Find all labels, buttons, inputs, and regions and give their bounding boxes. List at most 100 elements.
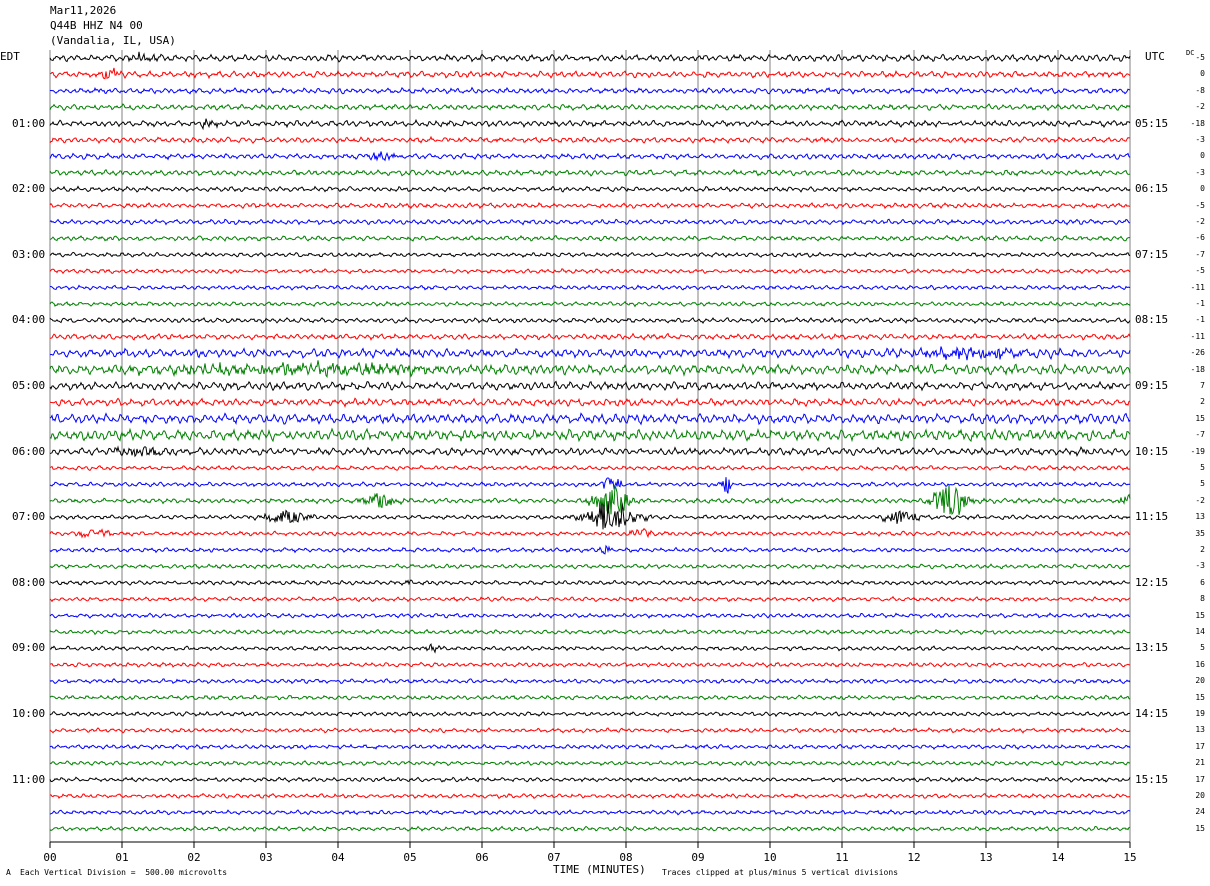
dc-offset-value: 0 [1200, 184, 1205, 194]
seismic-trace-21 [49, 380, 1131, 392]
dc-offset-value: 5 [1200, 643, 1205, 653]
corner-mark: A [6, 868, 11, 877]
dc-offset-value: 20 [1195, 676, 1205, 686]
seismic-trace-16 [49, 300, 1131, 308]
x-tick-label-06: 06 [475, 851, 488, 864]
seismic-trace-22 [49, 397, 1131, 408]
x-tick-label-01: 01 [115, 851, 128, 864]
seismic-trace-19 [49, 346, 1131, 361]
seismic-trace-29 [49, 501, 1131, 530]
seismic-trace-39 [49, 678, 1131, 685]
dc-offset-value: -26 [1190, 348, 1205, 358]
header-location: (Vandalia, IL, USA) [50, 34, 176, 47]
right-time-label: 07:15 [1135, 247, 1169, 261]
seismic-trace-17 [49, 316, 1131, 324]
right-time-label: 13:15 [1135, 641, 1169, 655]
time-axis: 00 01 02 03 04 05 06 07 08 09 10 11 12 13 14 15 [43, 841, 1137, 864]
right-time-label: 09:15 [1135, 379, 1169, 392]
dc-offset-value: 2 [1200, 397, 1205, 407]
dc-offset-value: 17 [1195, 774, 1205, 784]
dc-offset-value: -7 [1195, 430, 1205, 440]
dc-offset-value: 15 [1195, 823, 1205, 833]
seismic-trace-6 [49, 135, 1131, 145]
dc-offset-value: 14 [1195, 627, 1205, 636]
seismic-trace-25 [49, 445, 1131, 458]
seismic-trace-32 [49, 563, 1131, 570]
dc-offset-value: 5 [1200, 463, 1205, 472]
dc-offset-value: 19 [1195, 709, 1205, 718]
seismic-trace-4 [49, 103, 1131, 112]
right-zone-label: UTC [1145, 50, 1165, 63]
seismic-trace-5 [49, 118, 1131, 131]
left-time-label: 11:00 [12, 772, 46, 786]
left-time-label: 05:00 [12, 379, 46, 392]
seismic-trace-15 [49, 284, 1131, 291]
seismic-trace-31 [49, 544, 1131, 555]
x-tick-label-02: 02 [187, 851, 200, 864]
dc-offset-value: 8 [1200, 594, 1205, 604]
left-time-label: 07:00 [12, 510, 46, 524]
seismic-trace-14 [49, 268, 1131, 275]
seismic-trace-35 [49, 612, 1130, 619]
minute-grid [49, 50, 1131, 842]
dc-offset-value: -7 [1195, 249, 1205, 259]
seismic-trace-42 [49, 727, 1131, 734]
right-time-label: 11:15 [1135, 510, 1169, 524]
right-time-label: 12:15 [1135, 575, 1169, 589]
x-tick-label-10: 10 [763, 851, 776, 864]
dc-offset-value: 24 [1195, 807, 1205, 817]
left-time-label: 06:00 [12, 444, 46, 458]
seismic-trace-27 [49, 477, 1131, 494]
seismic-trace-47 [49, 809, 1131, 816]
x-tick-label-08: 08 [619, 851, 632, 864]
dc-offset-value: -19 [1190, 446, 1205, 456]
dc-offset-value: -3 [1195, 561, 1205, 571]
seismic-trace-36 [49, 628, 1131, 636]
dc-offset-value: -3 [1195, 135, 1205, 144]
seismic-trace-28 [49, 484, 1131, 516]
right-time-label: 05:15 [1135, 116, 1169, 130]
seismic-trace-34 [49, 595, 1131, 603]
seismic-trace-9 [49, 185, 1131, 193]
clip-note: Traces clipped at plus/minus 5 vertical … [662, 868, 899, 877]
dc-offset-value: -11 [1190, 331, 1205, 341]
dc-offset-value: 15 [1195, 413, 1205, 423]
dc-offset-value: 21 [1195, 758, 1205, 768]
dc-offset-value: 0 [1200, 69, 1205, 79]
seismic-trace-23 [49, 412, 1131, 426]
left-time-label: 02:00 [12, 182, 46, 196]
dc-offset-value: -18 [1190, 364, 1205, 374]
dc-offset-value: -1 [1195, 299, 1205, 308]
dc-offset-value: 13 [1195, 725, 1205, 735]
seismic-trace-38 [50, 661, 1131, 668]
seismic-trace-43 [49, 743, 1131, 751]
right-time-label: 10:15 [1135, 444, 1169, 458]
seismic-trace-1 [49, 51, 1131, 63]
dc-offset-value: -5 [1195, 266, 1205, 276]
seismic-trace-20 [49, 360, 1131, 378]
x-tick-label-07: 07 [547, 851, 560, 864]
dc-offset-value: 20 [1195, 791, 1205, 800]
scale-note: Each Vertical Division = 500.00 microvol… [20, 868, 228, 877]
dc-offset-value: -6 [1195, 233, 1205, 243]
dc-offset-value: -5 [1195, 53, 1205, 62]
x-tick-label-15: 15 [1123, 851, 1136, 864]
dc-offset-value: -11 [1190, 282, 1205, 292]
seismic-trace-33 [49, 579, 1131, 587]
dc-offset-value: 5 [1200, 479, 1205, 489]
dc-offset-value: 15 [1195, 610, 1205, 620]
seismic-trace-26 [49, 464, 1131, 472]
dc-offset-value: 35 [1195, 528, 1205, 538]
dc-offset-value: 16 [1195, 659, 1205, 669]
seismic-trace-24 [49, 427, 1131, 443]
dc-offset-value: 15 [1195, 692, 1205, 702]
seismic-trace-10 [49, 202, 1131, 210]
dc-offset-value: 17 [1195, 741, 1205, 751]
dc-label: DC [1186, 49, 1195, 57]
dc-offset-value: 0 [1200, 151, 1205, 161]
x-tick-label-09: 09 [691, 851, 704, 864]
dc-offset-value: 13 [1195, 512, 1205, 522]
dc-offset-value: -5 [1195, 200, 1205, 210]
seismic-trace-48 [49, 825, 1131, 832]
